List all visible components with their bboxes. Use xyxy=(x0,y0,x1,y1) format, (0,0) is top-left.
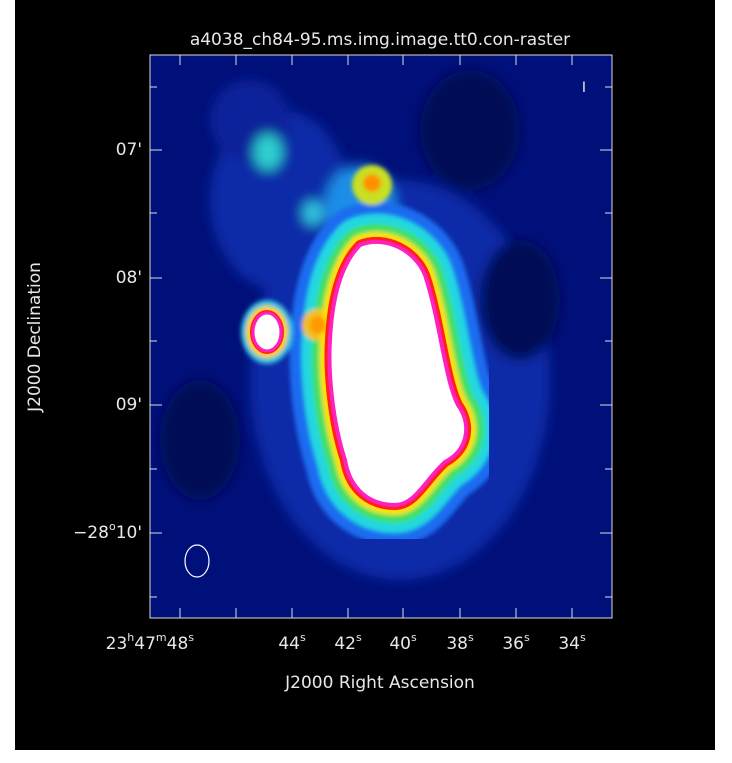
tick-label-part: 09' xyxy=(116,395,142,415)
tick-label-part: s xyxy=(468,631,474,644)
tick-label-part: s xyxy=(580,631,586,644)
tick-label-part: 47 xyxy=(134,634,156,654)
tick-label-part: s xyxy=(524,631,530,644)
tick-label-part: s xyxy=(300,631,306,644)
x-axis-label: J2000 Right Ascension xyxy=(284,673,475,693)
tick-label-part: m xyxy=(156,631,167,644)
tick-label: −28o10' xyxy=(73,520,142,543)
tick-label-part: s xyxy=(188,631,194,644)
raster xyxy=(150,55,612,618)
tick-label-part: −28 xyxy=(73,523,109,543)
viewer: I a4038_ch84-95.ms.img.image.tt0.con-ras… xyxy=(0,0,732,763)
tick-label: 08' xyxy=(116,268,142,288)
tick-label-part: 07' xyxy=(116,140,142,160)
tick-label-part: 34 xyxy=(558,634,580,654)
tick-label: 07' xyxy=(116,140,142,160)
tick-label-part: s xyxy=(356,631,362,644)
tick-label-part: h xyxy=(127,631,134,644)
tick-label-part: 08' xyxy=(116,268,142,288)
tick-label-part: 48 xyxy=(167,634,189,654)
tick-label-part: 36 xyxy=(502,634,524,654)
title: a4038_ch84-95.ms.img.image.tt0.con-raste… xyxy=(190,30,570,50)
tick-label-part: 40 xyxy=(389,634,411,654)
tick-label-part: 38 xyxy=(446,634,468,654)
page: {"title": "a4038_ch84-95.ms.img.image.tt… xyxy=(0,0,732,763)
tick-label-part: 44 xyxy=(278,634,300,654)
tick-label: 23h47m48s xyxy=(106,631,195,654)
stokes-label: I xyxy=(582,80,586,96)
tick-label-part: 42 xyxy=(334,634,356,654)
tick-label-part: s xyxy=(411,631,417,644)
y-axis-label: J2000 Declination xyxy=(25,262,45,413)
tick-label-part: 23 xyxy=(106,634,128,654)
tick-label-part: 10' xyxy=(116,523,142,543)
tick-label: 09' xyxy=(116,395,142,415)
